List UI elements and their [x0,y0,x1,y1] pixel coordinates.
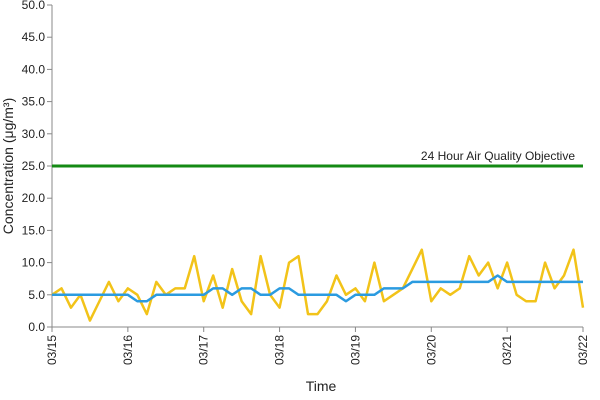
x-tick-label: 03/20 [424,335,438,365]
x-tick-label: 03/15 [45,335,59,365]
x-tick-label: 03/21 [500,335,514,365]
y-tick-label: 20.0 [22,191,46,205]
series-line [51,248,585,322]
y-tick-label: 0.0 [28,320,45,334]
x-tick-label: 03/18 [273,335,287,365]
x-tick-label: 03/17 [197,335,211,365]
x-tick-label: 03/16 [121,335,135,365]
series-line [52,274,583,303]
y-tick-label: 5.0 [28,288,45,302]
x-tick-label: 03/22 [576,335,590,365]
y-tick-label: 15.0 [22,223,46,237]
x-tick-label: 03/19 [348,335,362,365]
y-tick-label: 25.0 [22,159,46,173]
y-axis-label: Concentration (μg/m³) [0,98,16,234]
y-tick-label: 30.0 [22,127,46,141]
y-tick-label: 45.0 [22,30,46,44]
x-axis-label: Time [306,378,337,394]
y-tick-label: 50.0 [22,0,46,12]
y-tick-label: 35.0 [22,95,46,109]
objective-label: 24 Hour Air Quality Objective [421,149,575,163]
y-tick-label: 40.0 [22,62,46,76]
y-tick-label: 10.0 [22,256,46,270]
